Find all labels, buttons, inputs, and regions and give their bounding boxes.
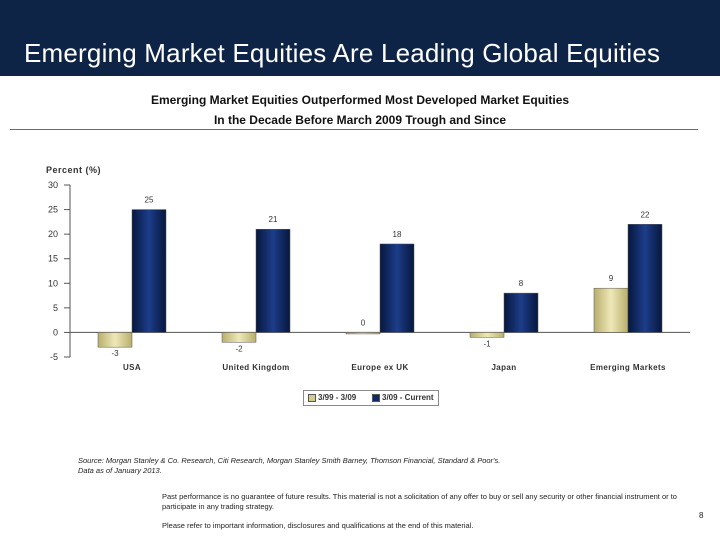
y-tick-label: 30 bbox=[48, 180, 58, 190]
category-label: Japan bbox=[491, 363, 516, 372]
bar-series-1 bbox=[221, 332, 257, 343]
page-title: Emerging Market Equities Are Leading Glo… bbox=[24, 38, 661, 68]
bar-series-1 bbox=[345, 332, 381, 335]
data-label: 0 bbox=[361, 318, 366, 327]
legend-label-series-1: 3/99 - 3/09 bbox=[318, 393, 357, 402]
data-label: 18 bbox=[393, 230, 402, 239]
source-line-1: Source: Morgan Stanley & Co. Research, C… bbox=[78, 456, 501, 465]
chart-subtitle-2: In the Decade Before March 2009 Trough a… bbox=[213, 113, 507, 127]
data-label: 22 bbox=[641, 210, 650, 219]
chart-subtitle-1: Emerging Market Equities Outperformed Mo… bbox=[150, 93, 570, 107]
header-banner: Emerging Market Equities Are Leading Glo… bbox=[0, 0, 720, 76]
data-label: -3 bbox=[111, 349, 119, 358]
y-tick-label: 5 bbox=[53, 303, 58, 313]
bar-series-2 bbox=[627, 224, 663, 333]
category-label: Europe ex UK bbox=[351, 363, 408, 372]
bar-chart: Percent (%) 30 25 20 15 10 5 0 -5 -3 25 USA -2 21 Unit… bbox=[46, 165, 690, 372]
y-axis-title: Percent (%) bbox=[46, 165, 101, 175]
y-tick-label: 20 bbox=[48, 229, 58, 239]
y-tick-label: 25 bbox=[48, 205, 58, 215]
y-tick-label: -5 bbox=[50, 352, 58, 362]
disclaimer-text: Past performance is no guarantee of futu… bbox=[162, 492, 677, 511]
source-line-2: Data as of January 2013. bbox=[78, 466, 162, 475]
legend-item-series-2: 3/09 - Current bbox=[372, 393, 434, 402]
data-label: 25 bbox=[145, 196, 154, 205]
category-label: USA bbox=[123, 363, 141, 372]
data-label: 21 bbox=[269, 215, 278, 224]
bar-series-2 bbox=[131, 209, 167, 333]
source-note: Source: Morgan Stanley & Co. Research, C… bbox=[78, 456, 500, 476]
bar-series-2 bbox=[255, 228, 291, 333]
data-label: 9 bbox=[609, 274, 614, 283]
chart-legend: 3/99 - 3/09 3/09 - Current bbox=[303, 390, 439, 406]
legend-label-series-2: 3/09 - Current bbox=[382, 393, 434, 402]
data-label: -1 bbox=[483, 339, 491, 348]
bar-series-1 bbox=[593, 287, 629, 333]
category-label: United Kingdom bbox=[222, 363, 289, 372]
y-tick-label: 15 bbox=[48, 254, 58, 264]
divider bbox=[10, 129, 698, 130]
bar-series-2 bbox=[379, 243, 415, 333]
legend-item-series-1: 3/99 - 3/09 bbox=[308, 393, 356, 402]
category-label: Emerging Markets bbox=[590, 363, 666, 372]
data-label: -2 bbox=[235, 344, 243, 353]
bar-series-1 bbox=[469, 332, 505, 338]
y-tick-label: 10 bbox=[48, 278, 58, 288]
bar-series-1 bbox=[97, 332, 133, 348]
bar-series-2 bbox=[503, 292, 539, 333]
legend-swatch-series-2 bbox=[372, 393, 380, 402]
page-number: 8 bbox=[699, 511, 704, 520]
data-label: 8 bbox=[519, 279, 524, 288]
legend-swatch-series-1 bbox=[308, 393, 316, 402]
disclosure-reference: Please refer to important information, d… bbox=[162, 521, 474, 530]
y-tick-label: 0 bbox=[53, 327, 58, 337]
